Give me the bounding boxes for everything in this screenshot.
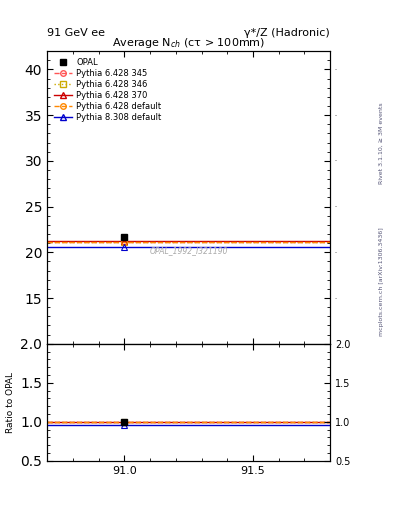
Title: Average N$_{ch}$ (cτ > 100mm): Average N$_{ch}$ (cτ > 100mm) <box>112 36 265 50</box>
Text: OPAL_1992_I321190: OPAL_1992_I321190 <box>149 246 228 254</box>
Text: mcplots.cern.ch [arXiv:1306.3436]: mcplots.cern.ch [arXiv:1306.3436] <box>379 227 384 336</box>
Text: 91 GeV ee: 91 GeV ee <box>47 28 105 38</box>
Legend: OPAL, Pythia 6.428 345, Pythia 6.428 346, Pythia 6.428 370, Pythia 6.428 default: OPAL, Pythia 6.428 345, Pythia 6.428 346… <box>51 55 164 125</box>
Text: γ*/Z (Hadronic): γ*/Z (Hadronic) <box>244 28 330 38</box>
Text: Rivet 3.1.10, ≥ 3M events: Rivet 3.1.10, ≥ 3M events <box>379 102 384 184</box>
Y-axis label: Ratio to OPAL: Ratio to OPAL <box>6 372 15 433</box>
